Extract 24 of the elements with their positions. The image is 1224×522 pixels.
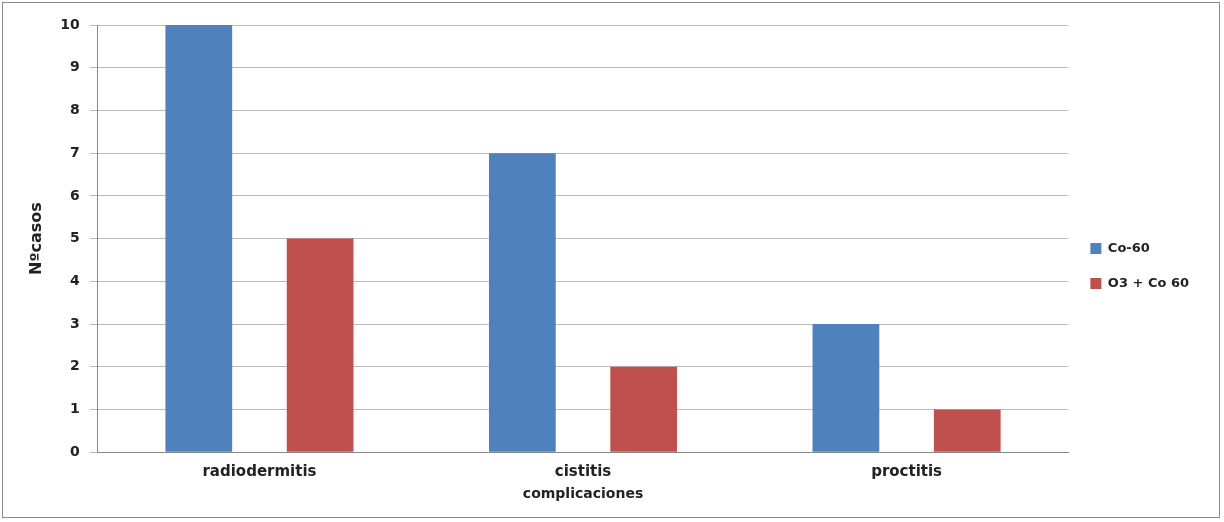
legend-label: Co-60 xyxy=(1107,239,1150,255)
bar xyxy=(812,324,880,452)
y-tick-label: 8 xyxy=(69,101,80,118)
y-tick-label: 3 xyxy=(69,314,80,331)
legend-label: O3 + Co 60 xyxy=(1107,274,1190,290)
y-tick-label: 10 xyxy=(60,15,80,32)
bar xyxy=(610,366,678,452)
y-tick-label: 5 xyxy=(69,229,80,246)
y-tick-label: 1 xyxy=(69,400,80,417)
y-tick-label: 2 xyxy=(69,357,80,374)
y-tick-label: 7 xyxy=(69,143,80,160)
x-axis-title: complicaciones xyxy=(522,485,644,502)
bar xyxy=(488,153,556,452)
bar xyxy=(286,238,354,452)
x-tick-label: proctitis xyxy=(871,462,943,481)
bar xyxy=(933,409,1001,452)
y-tick-label: 4 xyxy=(69,271,80,288)
y-tick-label: 9 xyxy=(69,58,80,75)
x-tick-label: cistitis xyxy=(554,462,612,481)
y-tick-label: 0 xyxy=(69,442,80,459)
bar xyxy=(165,25,233,452)
y-tick-label: 6 xyxy=(69,186,80,203)
x-tick-label: radiodermitis xyxy=(202,462,317,481)
y-axis-title: Nºcasos xyxy=(25,202,45,275)
